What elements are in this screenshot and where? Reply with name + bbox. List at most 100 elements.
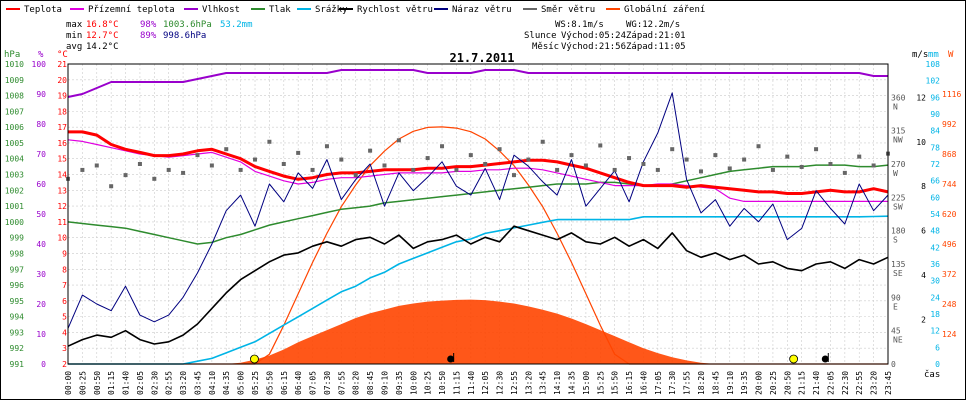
wind-direction-point xyxy=(195,153,200,158)
axis-mm-tick: 108 xyxy=(926,60,941,69)
axis-deg-tick: 360 xyxy=(891,93,906,102)
x-axis-tick: 18:20 xyxy=(697,371,706,395)
axis-deg-tick: 135 xyxy=(891,260,906,269)
axis-deg-label: E xyxy=(893,302,898,311)
x-axis-tick: 16:40 xyxy=(639,371,648,395)
axis-degc-tick: 8 xyxy=(62,265,67,274)
axis-degc-tick: 3 xyxy=(62,344,67,353)
axis-degc-tick: 17 xyxy=(57,123,67,132)
axis-pct-tick: 10 xyxy=(36,330,46,339)
axis-mm-tick: 72 xyxy=(930,160,940,169)
axis-deg-tick: 225 xyxy=(891,193,906,202)
legend-label: Globální záření xyxy=(624,5,705,15)
wind-direction-point xyxy=(742,157,747,162)
stat-avg-temp: 14.2°C xyxy=(86,42,119,52)
info-block: WS:8.1m/s WG:12.2m/s Slunce Východ:05:24… xyxy=(524,20,686,52)
wind-direction-point xyxy=(166,167,171,172)
x-axis-tick: 09:35 xyxy=(395,371,404,395)
wind-direction-point xyxy=(281,162,286,166)
wind-direction-point xyxy=(555,167,560,172)
axis-deg-tick: 315 xyxy=(891,127,906,136)
axis-mm-tick: 0 xyxy=(935,360,940,369)
axis-deg-label: S xyxy=(893,236,898,245)
axis-degc-tick: 20 xyxy=(57,76,67,85)
wind-direction-point xyxy=(713,153,718,158)
axis-hpa-tick: 998 xyxy=(10,249,25,258)
axis-mm-tick: 102 xyxy=(926,77,941,86)
axis-w-tick: 620 xyxy=(942,210,957,219)
axis-deg-label: SW xyxy=(893,202,903,211)
x-axis-tick: 13:20 xyxy=(524,371,533,395)
x-axis-tick: 17:05 xyxy=(654,371,663,395)
axis-degc-tick: 4 xyxy=(62,328,67,337)
wind-direction-point xyxy=(828,162,833,166)
wind-direction-point xyxy=(799,164,804,169)
axis-pct-tick: 70 xyxy=(36,150,46,159)
x-axis-tick: 16:15 xyxy=(625,371,634,395)
wind-direction-point xyxy=(612,167,617,172)
x-axis-tick: 07:55 xyxy=(337,371,346,395)
axis-pct-tick: 30 xyxy=(36,270,46,279)
wind-direction-point xyxy=(382,163,387,168)
wind-direction-point xyxy=(339,157,344,162)
x-axis-tick: 02:55 xyxy=(165,371,174,395)
wind-direction-point xyxy=(857,154,862,159)
x-axis-tick: 01:15 xyxy=(107,371,116,395)
wind-direction-point xyxy=(109,184,114,189)
axis-mm-tick: 84 xyxy=(930,127,940,136)
axis-w-tick: 744 xyxy=(942,180,957,189)
info-sun-rise: Východ:05:24 xyxy=(561,31,626,41)
axis-deg-label: W xyxy=(893,169,898,178)
axis-degc-tick: 2 xyxy=(62,360,67,369)
axis-deg-tick: 270 xyxy=(891,160,906,169)
axis-mm-tick: 90 xyxy=(930,110,940,119)
wind-direction-point xyxy=(396,138,401,143)
wind-direction-point xyxy=(209,163,214,168)
wind-direction-point xyxy=(425,156,430,161)
wind-direction-point xyxy=(785,154,790,159)
info-wg: WG:12.2m/s xyxy=(626,20,680,30)
x-axis-tick: 04:35 xyxy=(222,371,231,395)
axis-mm-tick: 66 xyxy=(930,177,940,186)
axis-hpa-tick: 999 xyxy=(10,234,25,243)
wind-direction-point xyxy=(152,176,157,181)
axis-w-tick: 1116 xyxy=(942,90,961,99)
x-axis-tick: 11:15 xyxy=(452,371,461,395)
axis-degc-tick: 16 xyxy=(57,139,67,148)
axis-hpa-tick: 1010 xyxy=(5,60,24,69)
axis-hpa-tick: 1005 xyxy=(5,139,24,148)
info-sun-label: Slunce xyxy=(524,31,557,41)
stat-max-hum: 98% xyxy=(140,20,157,30)
chart-title: 21.7.2011 xyxy=(449,51,514,65)
x-axis-tick: 08:45 xyxy=(366,371,375,395)
x-axis-tick: 07:05 xyxy=(309,371,318,395)
x-axis-tick: 12:30 xyxy=(496,371,505,395)
stat-avg-label: avg xyxy=(66,42,82,52)
x-axis-tick: 17:30 xyxy=(668,371,677,395)
legend-label: Tlak xyxy=(269,5,291,15)
info-moon-set: Západ:11:05 xyxy=(626,42,686,52)
axis-mm-tick: 6 xyxy=(935,343,940,352)
info-ws: WS:8.1m/s xyxy=(555,20,604,30)
axis-hpa-tick: 1004 xyxy=(5,155,24,164)
wind-direction-point xyxy=(80,167,85,172)
series-ground-temperature xyxy=(67,139,888,202)
axes: hPa% °C9919929939949959969979989991000100… xyxy=(4,50,961,395)
axis-degc-tick: 9 xyxy=(62,249,67,258)
wind-direction-point xyxy=(569,153,574,158)
x-axis-tick: 03:20 xyxy=(179,371,188,395)
x-axis-tick: 05:00 xyxy=(237,371,246,395)
sun-marker xyxy=(789,354,799,364)
wind-direction-point xyxy=(483,162,488,166)
wind-direction-point xyxy=(871,163,876,168)
wind-direction-point xyxy=(468,153,473,158)
axis-ms-tick: 2 xyxy=(921,316,926,325)
axis-deg-tick: 90 xyxy=(891,293,901,302)
x-axis-tick: 04:10 xyxy=(208,371,217,395)
axis-hpa-tick: 1001 xyxy=(5,202,24,211)
axis-hpa-tick: 1006 xyxy=(5,123,24,132)
wind-direction-point xyxy=(684,157,689,162)
axis-pct-tick: 80 xyxy=(36,120,46,129)
axis-degc-tick: 11 xyxy=(57,218,67,227)
wind-direction-point xyxy=(670,147,675,152)
